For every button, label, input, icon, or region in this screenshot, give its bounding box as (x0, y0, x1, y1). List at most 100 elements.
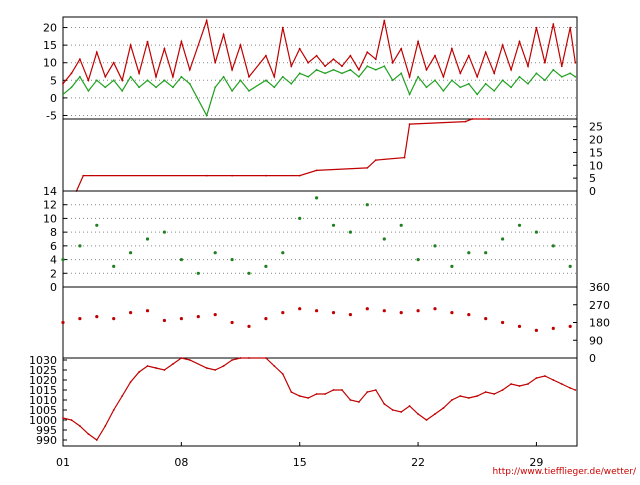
data-point (121, 395, 124, 397)
data-point (569, 387, 572, 389)
data-point (365, 203, 369, 207)
data-point (273, 75, 276, 78)
data-point (162, 230, 166, 234)
data-point (391, 79, 394, 82)
data-point (172, 75, 174, 78)
data-point (290, 391, 293, 393)
data-point (484, 317, 488, 321)
data-point (341, 65, 343, 68)
data-point (155, 75, 157, 78)
data-point (163, 79, 166, 82)
data-point (517, 223, 522, 227)
data-point (374, 58, 377, 61)
y-tick-label: 0 (589, 352, 596, 365)
y-tick-label: 1020 (29, 374, 57, 387)
data-point (265, 79, 267, 82)
data-point (544, 375, 546, 377)
data-point (95, 315, 99, 319)
data-point (417, 75, 419, 78)
y-tick-label: 4 (50, 254, 57, 267)
data-point (467, 82, 470, 85)
data-point (231, 174, 234, 177)
data-point (87, 90, 90, 92)
data-point (112, 317, 116, 321)
data-point (222, 33, 225, 36)
data-point (179, 258, 183, 262)
series-line (75, 118, 490, 192)
data-point (464, 120, 467, 123)
data-point (247, 324, 251, 328)
data-point (459, 395, 462, 397)
y-tick-label: 180 (589, 317, 610, 330)
data-point (391, 61, 394, 64)
y-tick-label: 1000 (29, 414, 57, 427)
data-point (518, 75, 521, 78)
y-tick-label: -5 (46, 109, 57, 122)
y-tick-label: 15 (43, 39, 57, 52)
data-point (180, 357, 183, 359)
data-point (510, 383, 512, 385)
data-point (348, 313, 352, 317)
data-point (248, 357, 250, 359)
data-point (399, 311, 403, 315)
data-point (129, 381, 132, 383)
data-point (196, 315, 200, 319)
data-point (382, 237, 386, 241)
panel-frame (62, 190, 578, 288)
data-point (79, 58, 81, 61)
data-point (231, 68, 234, 71)
data-point (79, 425, 81, 427)
data-point (265, 174, 267, 177)
data-point (298, 395, 301, 397)
data-point (239, 79, 242, 82)
series-line (62, 357, 576, 441)
data-point (205, 19, 208, 22)
data-point (568, 264, 572, 268)
panels-layer: -505101520051015202502468101214090180270… (29, 16, 610, 447)
data-point (451, 79, 453, 82)
data-point (273, 86, 276, 89)
data-point (341, 72, 343, 75)
data-point (248, 90, 250, 92)
data-point (324, 72, 326, 75)
data-point (214, 61, 217, 64)
data-point (298, 47, 301, 50)
data-point (95, 51, 98, 54)
data-point (476, 75, 479, 78)
data-point (400, 47, 403, 50)
data-point (366, 391, 369, 393)
data-point (560, 75, 563, 78)
data-point (501, 320, 505, 325)
y-tick-label: 10 (43, 212, 57, 225)
data-point (560, 65, 563, 68)
y-tick-label: 20 (43, 22, 57, 35)
y-tick-label: 360 (589, 281, 610, 294)
y-tick-label: 20 (589, 134, 603, 147)
data-point (552, 68, 555, 71)
y-tick-label: 990 (36, 434, 57, 447)
data-point (517, 324, 522, 328)
data-point (358, 75, 360, 78)
data-point (425, 419, 428, 421)
data-point (70, 86, 73, 89)
data-point (62, 93, 64, 96)
data-point (383, 19, 386, 22)
data-point (535, 377, 538, 379)
data-point (408, 75, 411, 78)
data-point (574, 75, 577, 78)
data-point (146, 40, 149, 43)
data-point (349, 68, 352, 71)
data-point (307, 75, 310, 78)
data-point (442, 75, 445, 78)
data-point (104, 425, 107, 427)
data-point (403, 156, 406, 159)
credit-link[interactable]: http://www.tiefflieger.de/wetter/ (493, 467, 637, 477)
data-point (61, 320, 65, 325)
data-point (467, 313, 471, 317)
data-point (155, 367, 157, 369)
data-point (569, 26, 572, 29)
data-point (172, 86, 174, 89)
data-point (442, 407, 445, 409)
data-point (450, 264, 454, 268)
data-point (434, 79, 436, 82)
